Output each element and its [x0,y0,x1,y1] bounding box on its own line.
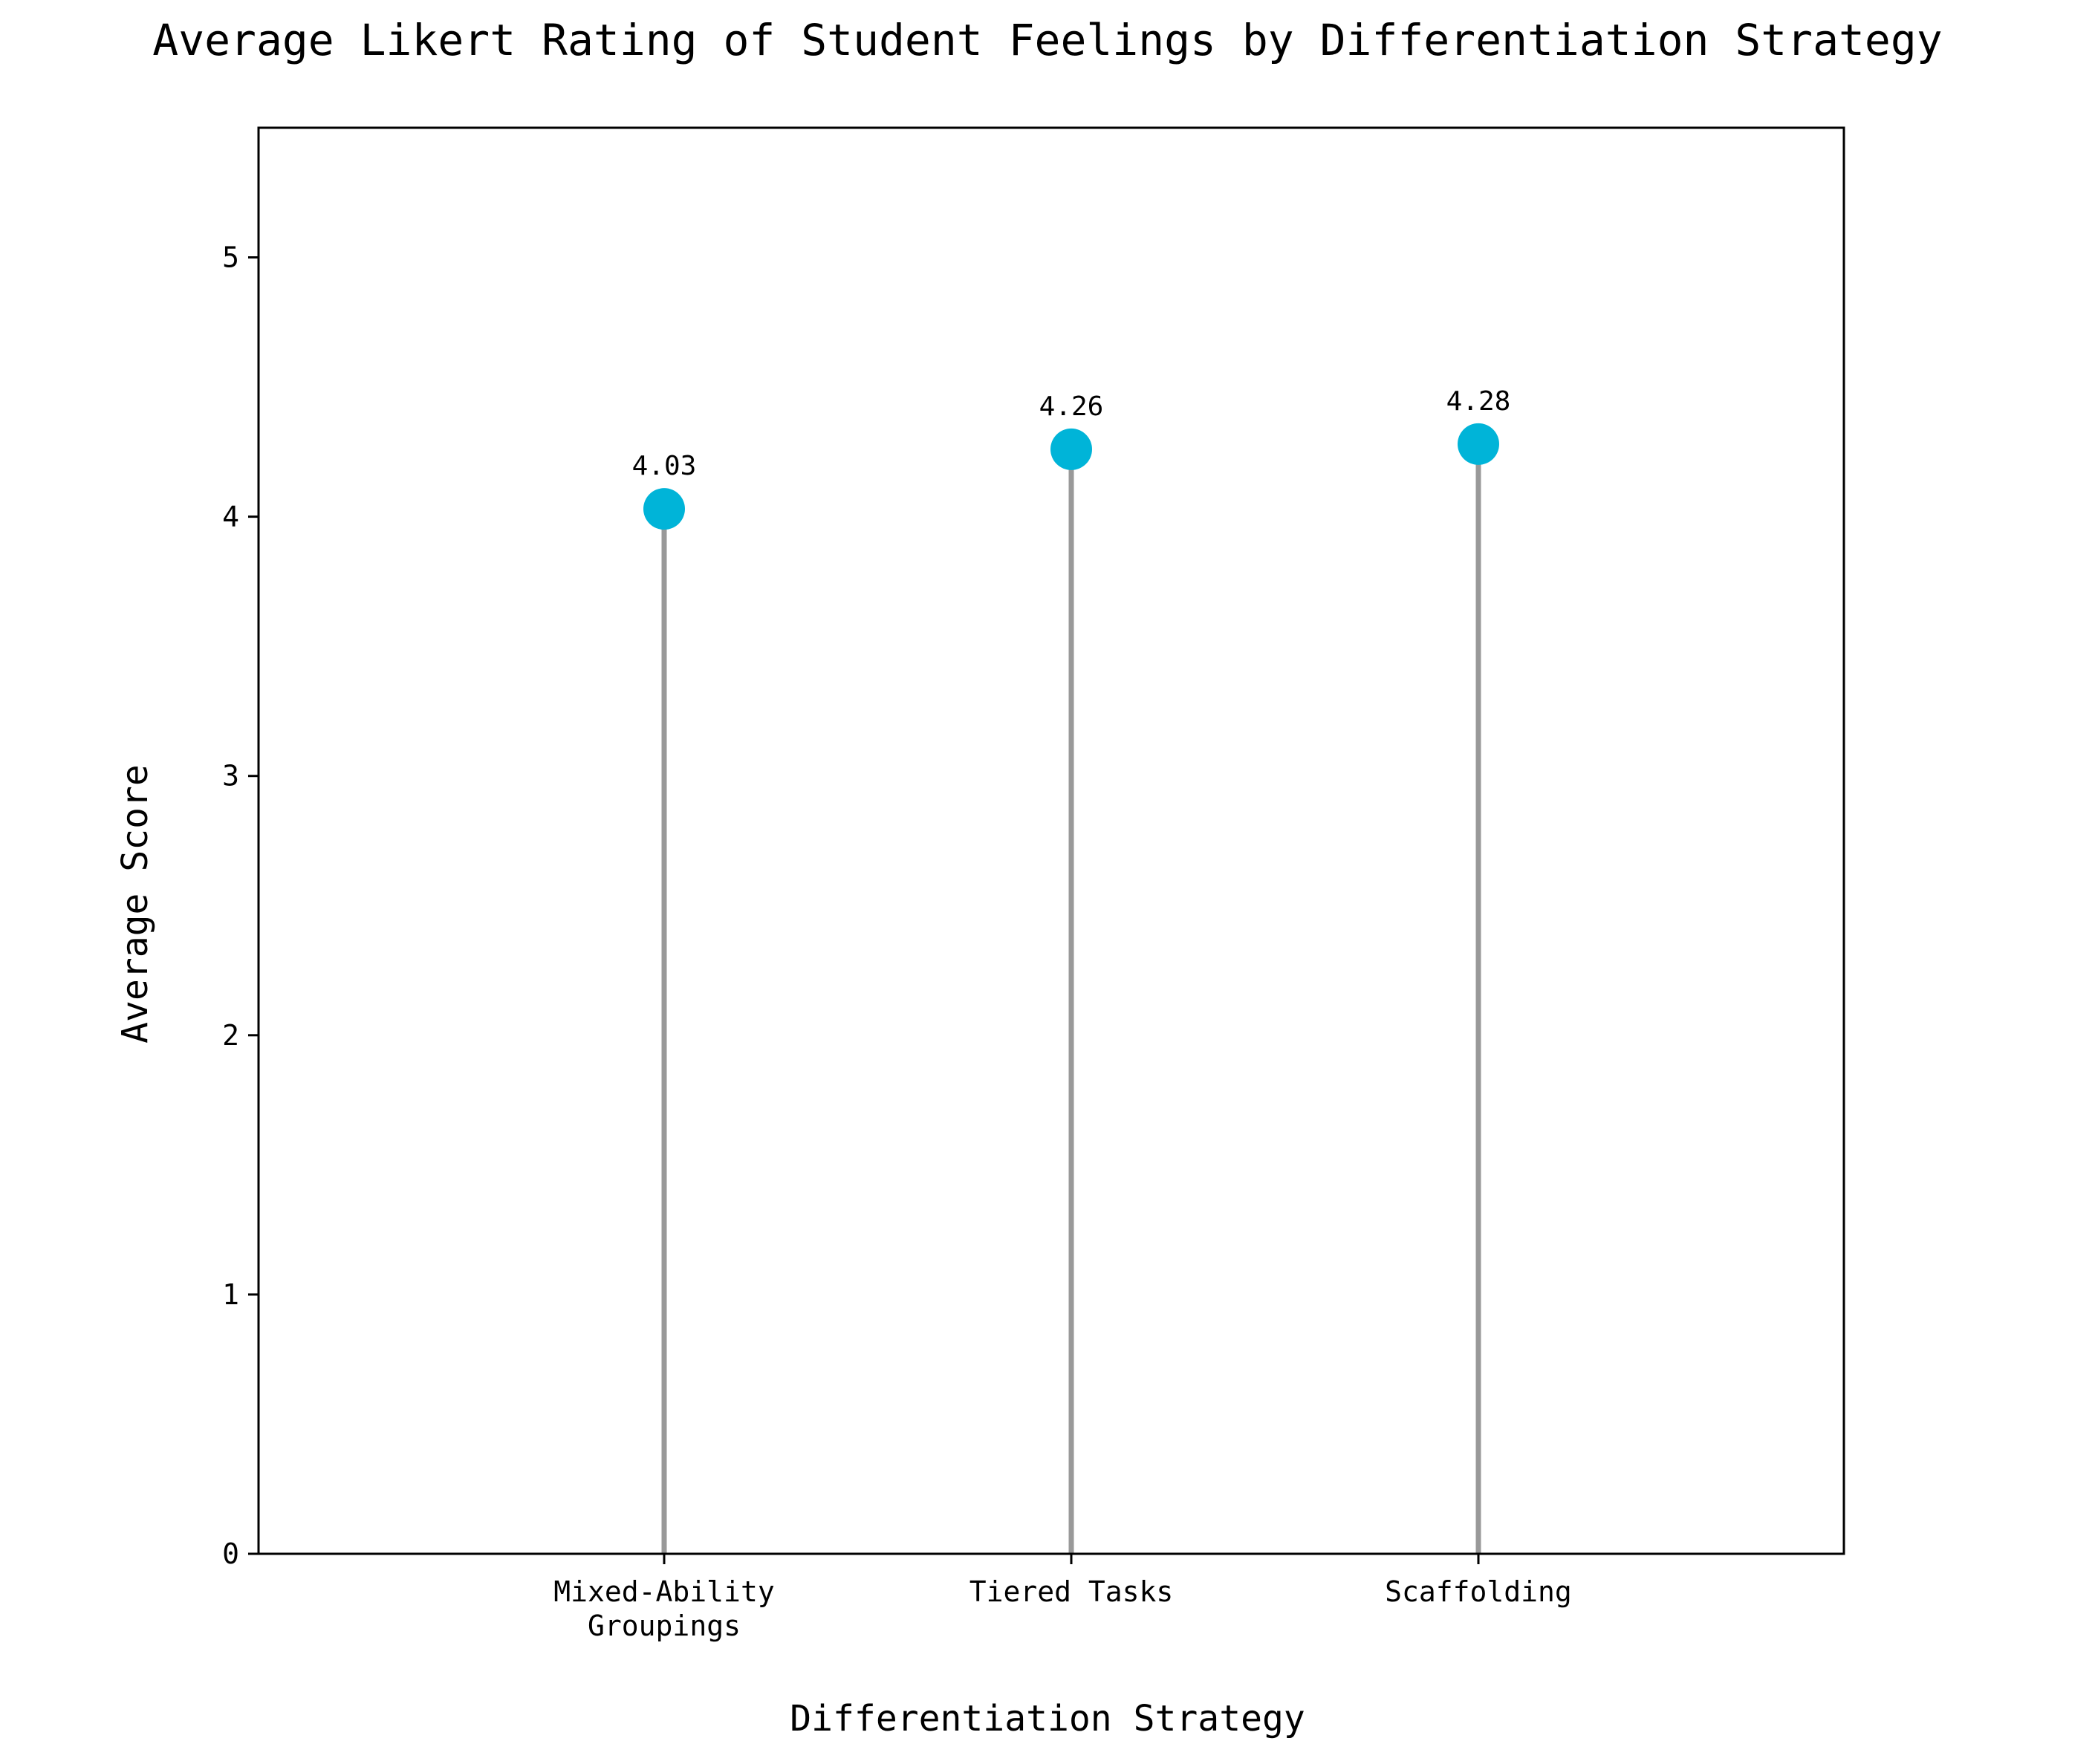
y-tick-label-5: 5 [222,241,239,274]
y-tick-label-3: 3 [222,760,239,793]
data-label-2: 4.28 [1446,386,1511,417]
x-axis-label: Differentiation Strategy [790,1698,1305,1739]
y-tick-label-0: 0 [222,1537,239,1570]
axes-frame [257,126,1845,1555]
data-label-1: 4.26 [1039,391,1104,422]
x-tick-label-line: Groupings [588,1610,741,1642]
y-tick-label-2: 2 [222,1019,239,1052]
y-tick-label-4: 4 [222,501,239,533]
x-tick-label-line: Scaffolding [1385,1575,1572,1608]
x-tick-label-2: Scaffolding [1385,1575,1572,1608]
marker-point-1 [1050,428,1092,470]
data-label-0: 4.03 [632,451,697,481]
y-axis-label: Average Score [114,764,156,1044]
x-tick-label-line: Mixed-Ability [553,1575,774,1608]
marker-point-2 [1458,423,1499,465]
y-tick-label-1: 1 [222,1278,239,1311]
plot-area: 4.03 4.26 4.28 0 1 2 3 4 5 Mixed-Ability Groupings… [222,126,1845,1642]
x-tick-label-0: Mixed-Ability Groupings [553,1575,774,1642]
x-tick-label-line: Tiered Tasks [969,1575,1174,1608]
marker-point-0 [643,488,685,530]
chart-title: Average Likert Rating of Student Feeling… [152,15,1942,65]
x-tick-label-1: Tiered Tasks [969,1575,1174,1608]
